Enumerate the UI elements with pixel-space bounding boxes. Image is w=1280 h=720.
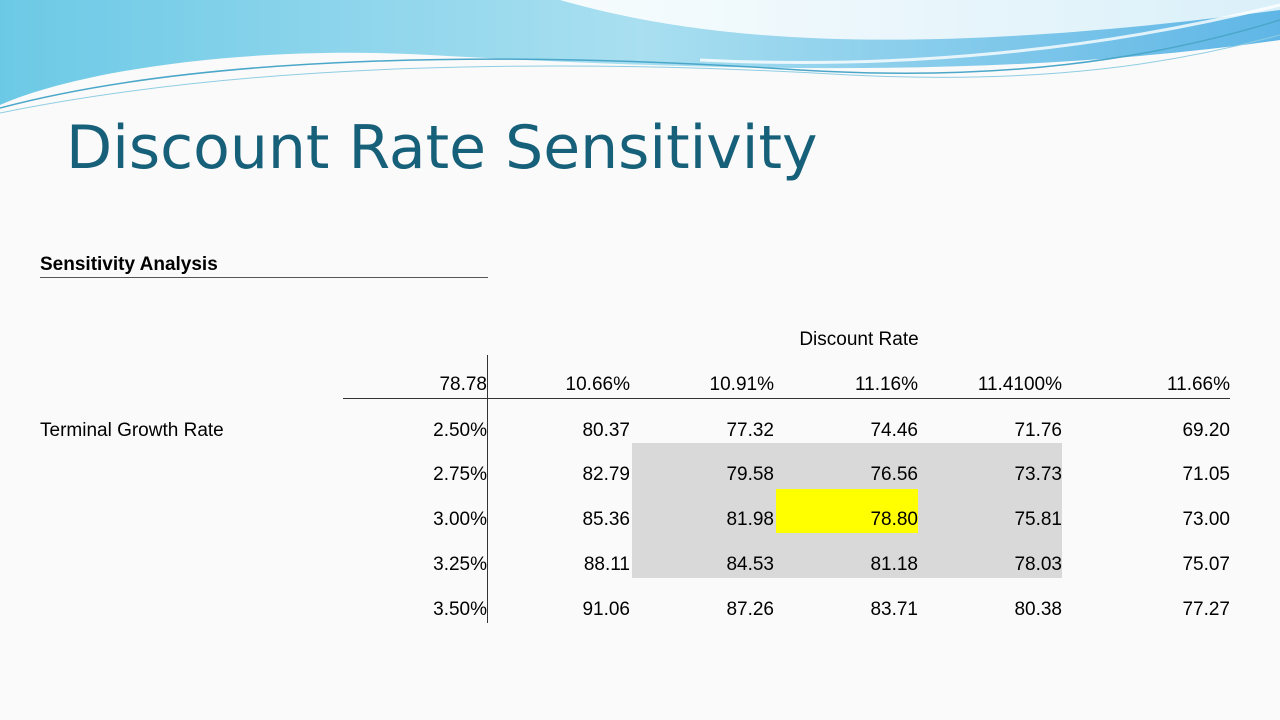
table-cell: 76.56 xyxy=(870,464,918,485)
table-cell: 71.05 xyxy=(1182,464,1230,485)
growth-rate-row-3: 3.00% xyxy=(433,509,487,530)
table-cell: 80.37 xyxy=(582,420,630,441)
header-wave-decoration xyxy=(0,0,1280,114)
discount-rate-col-2: 10.91% xyxy=(709,374,774,395)
table-cell: 84.53 xyxy=(726,554,774,575)
slide-title: Discount Rate Sensitivity xyxy=(66,113,818,183)
table-cell: 88.11 xyxy=(583,554,630,575)
growth-rate-row-4: 3.25% xyxy=(433,554,487,575)
growth-rate-row-1: 2.50% xyxy=(433,420,487,441)
table-cell: 69.20 xyxy=(1182,420,1230,441)
table-cell: 73.00 xyxy=(1182,509,1230,530)
table-cell: 78.03 xyxy=(1014,554,1062,575)
discount-rate-col-3: 11.16% xyxy=(854,374,918,395)
table-cell: 75.81 xyxy=(1014,509,1062,530)
table-cell: 87.26 xyxy=(726,599,774,620)
terminal-growth-rate-label: Terminal Growth Rate xyxy=(40,420,224,441)
discount-rate-col-5: 11.66% xyxy=(1166,374,1230,395)
table-cell: 77.27 xyxy=(1182,599,1230,620)
table-cell: 71.76 xyxy=(1014,420,1062,441)
growth-rate-row-2: 2.75% xyxy=(433,464,487,485)
table-vertical-divider xyxy=(487,355,488,623)
table-cell: 81.98 xyxy=(726,509,774,530)
table-cell: 83.71 xyxy=(870,599,918,620)
table-cell: 81.18 xyxy=(870,554,918,575)
growth-rate-row-5: 3.50% xyxy=(433,599,487,620)
table-cell: 91.06 xyxy=(582,599,630,620)
highlighted-base-case-cell xyxy=(776,489,918,533)
table-cell: 85.36 xyxy=(582,509,630,530)
table-cell: 82.79 xyxy=(582,464,630,485)
discount-rate-col-4: 11.4100% xyxy=(977,374,1062,395)
table-cell: 73.73 xyxy=(1014,464,1062,485)
table-cell: 77.32 xyxy=(726,420,774,441)
table-cell: 80.38 xyxy=(1014,599,1062,620)
table-cell: 75.07 xyxy=(1182,554,1230,575)
table-cell-highlighted: 78.80 xyxy=(870,509,918,530)
discount-rate-header: Discount Rate xyxy=(799,329,919,350)
sensitivity-analysis-heading: Sensitivity Analysis xyxy=(40,254,488,278)
corner-value: 78.78 xyxy=(439,374,487,395)
table-cell: 74.46 xyxy=(870,420,918,441)
discount-rate-col-1: 10.66% xyxy=(565,374,630,395)
table-cell: 79.58 xyxy=(726,464,774,485)
table-horizontal-divider xyxy=(343,398,1230,399)
